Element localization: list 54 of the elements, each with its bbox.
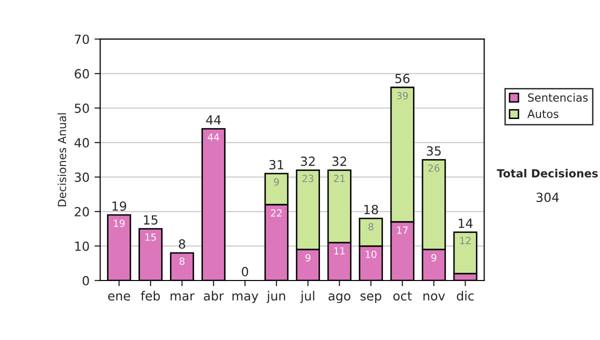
data-label: 19: [114, 220, 125, 227]
text: Total Decisiones: [496, 168, 598, 178]
y-tick-label: 20: [74, 207, 89, 216]
data-label: 9: [274, 178, 279, 186]
data-label: 23: [302, 174, 314, 182]
total-label: 44: [206, 115, 221, 124]
total-label: 8: [178, 239, 186, 249]
data-label: 22: [270, 209, 282, 216]
y-tick-label: 0: [82, 276, 89, 286]
y-tick-label: 60: [74, 69, 89, 79]
x-tick-label: jul: [300, 290, 314, 304]
x-tick-label: sep: [360, 293, 382, 304]
x-tick-label: mar: [170, 293, 195, 301]
x-tick-label: ene: [108, 293, 130, 301]
total-label: 32: [300, 156, 315, 166]
legend-label: Sentencias: [528, 93, 588, 102]
total-label: 14: [458, 218, 473, 228]
total-label: 32: [332, 156, 346, 166]
data-label: 11: [334, 247, 345, 254]
data-label: 44: [208, 134, 220, 141]
data-label: 10: [366, 250, 376, 258]
x-tick-label: ago: [328, 293, 350, 304]
data-label: 15: [145, 234, 156, 241]
data-label: 9: [431, 254, 436, 262]
y-tick-label: 50: [74, 104, 89, 113]
total-label: 0: [242, 266, 248, 276]
data-label: 9: [305, 254, 310, 262]
total-label: 56: [395, 74, 410, 84]
x-tick-label: feb: [140, 290, 160, 301]
data-label: 17: [397, 226, 408, 234]
total-label: 31: [269, 160, 284, 170]
x-tick-label: dic: [456, 290, 474, 301]
data-label: 12: [460, 236, 471, 244]
x-tick-label: abr: [204, 290, 224, 301]
y-tick-label: 70: [74, 34, 89, 44]
text: 304: [536, 192, 559, 202]
x-tick-label: oct: [393, 292, 412, 301]
data-label: 26: [428, 164, 440, 172]
y-tick-label: 30: [74, 172, 89, 182]
x-tick-label: nov: [423, 293, 445, 301]
y-tick-label: 10: [75, 241, 89, 251]
data-label: 39: [396, 92, 408, 100]
y-tick-label: 40: [74, 138, 89, 148]
total-label: 19: [112, 201, 126, 211]
total-label: 18: [364, 204, 378, 214]
data-label: 8: [368, 223, 374, 230]
data-label: 8: [180, 258, 184, 265]
total-label: 15: [144, 215, 158, 225]
y-axis-title: Decisiones Anual: [58, 113, 66, 206]
x-tick-label: jun: [266, 290, 286, 304]
data-label: 21: [334, 174, 345, 182]
legend-label: Autos: [527, 110, 558, 118]
x-tick-label: may: [232, 293, 258, 304]
total-label: 35: [426, 146, 441, 156]
